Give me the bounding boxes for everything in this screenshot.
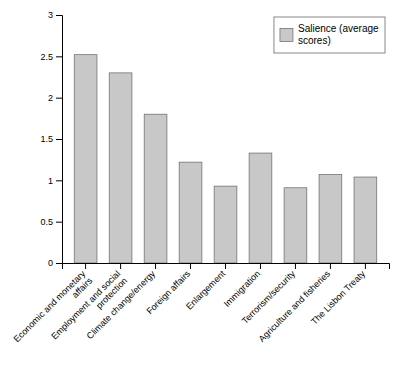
bars <box>74 55 377 263</box>
x-tick-mark <box>190 263 191 269</box>
y-tick-label: 0 <box>48 258 53 268</box>
x-tick-mark <box>365 263 366 269</box>
y-tick-mark <box>56 180 62 181</box>
y-tick-label: 0.5 <box>40 217 53 227</box>
y-tick-mark <box>56 222 62 223</box>
y-tick: 2 <box>48 93 62 103</box>
x-tick-label-line: Climate change/energy <box>85 268 158 341</box>
x-tick-mark <box>225 263 226 269</box>
x-tick-mark <box>85 263 86 269</box>
y-tick: 0.5 <box>40 217 62 227</box>
bar <box>109 73 132 263</box>
x-tick-label-line: Employment and social <box>49 269 122 342</box>
x-tick-label: Enlargement <box>184 268 228 312</box>
x-tick-mark <box>330 263 331 269</box>
x-tick-mark <box>295 263 296 269</box>
bar <box>284 188 307 263</box>
x-tick-label-line: Agriculture and fisheries <box>257 268 333 344</box>
x-tick: Agriculture and fisheries <box>257 263 333 344</box>
x-tick-label: Foreign affairs <box>145 268 193 316</box>
x-tick-mark <box>120 263 121 269</box>
y-tick-mark <box>56 98 62 99</box>
y-tick-label: 1 <box>48 176 53 186</box>
y-tick: 1.5 <box>40 134 62 144</box>
x-tick-mark <box>260 263 261 269</box>
y-tick-mark <box>56 56 62 57</box>
x-tick-label: Climate change/energy <box>85 268 158 341</box>
x-tick: Foreign affairs <box>145 263 193 316</box>
legend-label-line: scores) <box>298 35 331 46</box>
bar <box>319 175 342 263</box>
y-tick-label: 3 <box>48 10 53 20</box>
bar <box>74 55 97 263</box>
x-tick-label-line: Foreign affairs <box>145 268 193 316</box>
chart-container: Economic and monetaryaffairsEmployment a… <box>0 0 401 375</box>
y-tick-label: 2 <box>48 93 53 103</box>
x-tick: The Lisbon Treaty <box>309 263 367 327</box>
x-tick-mark <box>155 263 156 269</box>
x-tick-label-line: The Lisbon Treaty <box>309 268 367 326</box>
legend: Salience (averagescores) <box>274 17 385 53</box>
bar <box>179 162 202 263</box>
y-tick: 3 <box>48 10 62 20</box>
x-tick-label: Agriculture and fisheries <box>257 268 333 344</box>
x-tick: Enlargement <box>184 263 228 312</box>
x-tick-label-line: Enlargement <box>184 268 228 312</box>
y-tick-label: 2.5 <box>40 52 53 62</box>
legend-swatch <box>280 29 293 42</box>
bar <box>214 186 237 263</box>
plot: Economic and monetaryaffairsEmployment a… <box>12 10 390 351</box>
y-tick: 2.5 <box>40 52 62 62</box>
y-axis: 0 0.5 1 1.5 2 2.5 3 <box>40 10 62 268</box>
x-axis-line <box>63 264 390 270</box>
x-tick: Climate change/energy <box>85 263 158 341</box>
x-axis: Economic and monetaryaffairsEmployment a… <box>12 263 390 351</box>
chart-svg: Economic and monetaryaffairsEmployment a… <box>0 0 401 375</box>
legend-item: Salience (averagescores) <box>280 23 379 46</box>
bar <box>144 114 167 263</box>
legend-frame <box>274 17 385 53</box>
x-tick-label: The Lisbon Treaty <box>309 268 367 326</box>
y-tick-mark <box>56 139 62 140</box>
y-tick-mark <box>56 15 62 16</box>
bar <box>354 177 377 263</box>
y-tick: 0 <box>48 258 62 268</box>
legend-label-line: Salience (average <box>298 23 379 34</box>
y-tick-label: 1.5 <box>40 134 53 144</box>
bar <box>249 153 272 263</box>
y-tick-mark <box>56 263 62 264</box>
y-tick: 1 <box>48 176 62 186</box>
legend-label: Salience (averagescores) <box>298 23 379 46</box>
y-axis-line <box>56 16 63 264</box>
